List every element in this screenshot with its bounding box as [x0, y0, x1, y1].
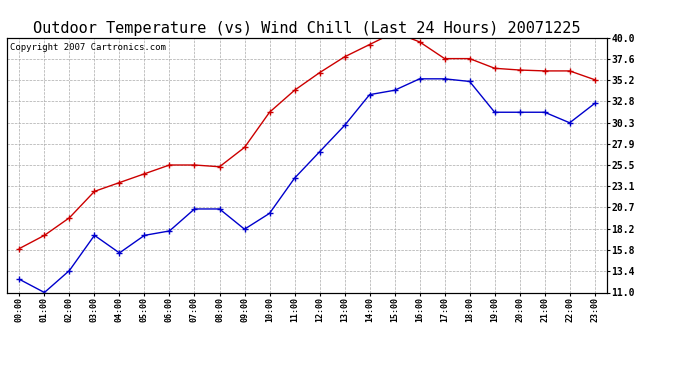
Text: Copyright 2007 Cartronics.com: Copyright 2007 Cartronics.com	[10, 43, 166, 52]
Title: Outdoor Temperature (vs) Wind Chill (Last 24 Hours) 20071225: Outdoor Temperature (vs) Wind Chill (Las…	[33, 21, 581, 36]
